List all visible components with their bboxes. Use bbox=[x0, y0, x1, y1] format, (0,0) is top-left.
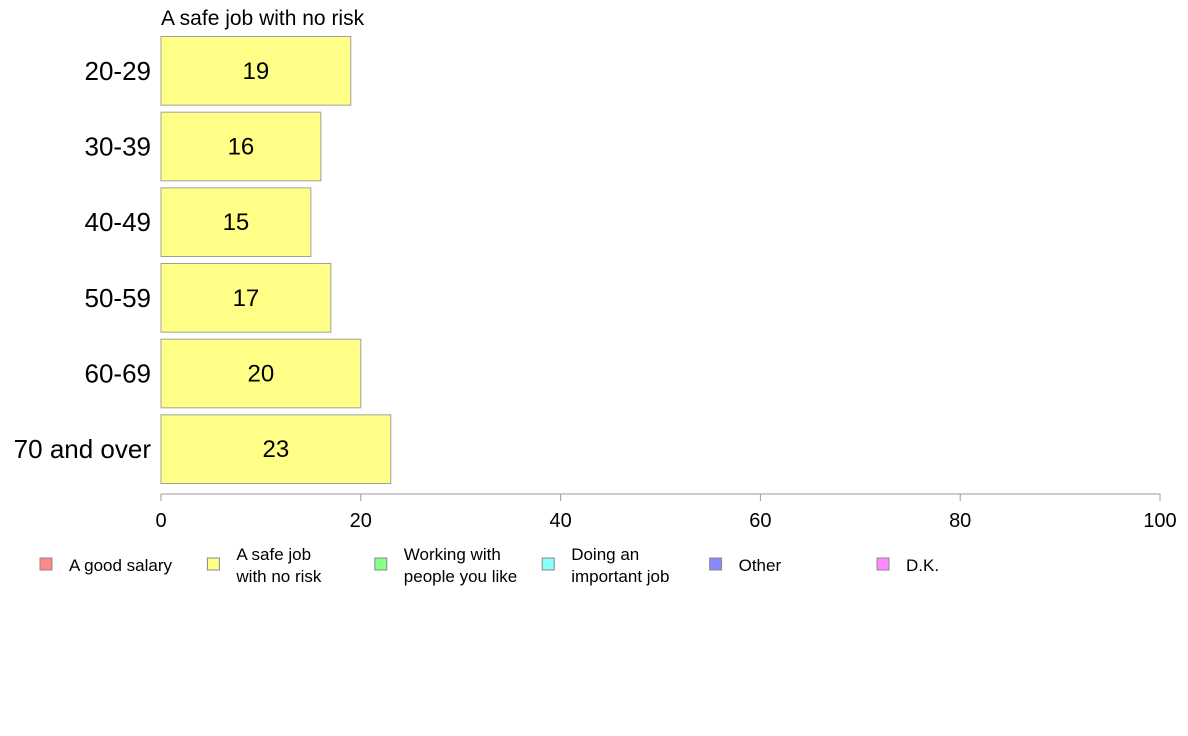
category-label: 30-39 bbox=[85, 132, 152, 162]
bar-value-label: 20 bbox=[248, 361, 275, 388]
legend-swatch bbox=[374, 557, 388, 571]
bar-20-29 bbox=[160, 36, 352, 106]
legend-swatch bbox=[39, 557, 53, 571]
legend-swatch bbox=[709, 557, 723, 571]
bar-value-label: 23 bbox=[263, 436, 290, 463]
x-tick-label: 20 bbox=[350, 510, 372, 532]
bar-value-label: 15 bbox=[223, 209, 250, 236]
bar-40-49 bbox=[160, 187, 312, 257]
x-tick-label: 60 bbox=[749, 510, 771, 532]
x-tick-label: 0 bbox=[155, 510, 166, 532]
category-label: 70 and over bbox=[14, 434, 152, 464]
legend-label: Working with bbox=[404, 545, 501, 564]
legend-label: A safe job bbox=[236, 545, 311, 564]
legend-swatch bbox=[876, 557, 890, 571]
category-label: 40-49 bbox=[85, 207, 152, 237]
bar-50-59 bbox=[160, 263, 332, 333]
legend-label: important job bbox=[571, 567, 669, 586]
x-axis: 0 20 40 60 80 100 bbox=[155, 493, 1177, 532]
category-label: 20-29 bbox=[85, 56, 152, 86]
chart-title: A safe job with no risk bbox=[161, 7, 365, 30]
legend-label: D.K. bbox=[906, 556, 939, 575]
bar-value-label: 19 bbox=[243, 58, 270, 85]
legend: A good salary A safe job with no risk Worki… bbox=[39, 545, 939, 586]
legend-label: with no risk bbox=[235, 567, 322, 586]
bar-value-label: 17 bbox=[233, 285, 260, 312]
legend-label: A good salary bbox=[69, 556, 173, 575]
category-label: 60-69 bbox=[85, 359, 152, 389]
x-tick-label: 80 bbox=[949, 510, 971, 532]
legend-label: Doing an bbox=[571, 545, 639, 564]
bars-group: 19 20-29 16 30-39 15 40-49 17 50-59 20 60-69 23 70 … bbox=[14, 36, 392, 485]
legend-label: people you like bbox=[404, 567, 517, 586]
x-tick-label: 40 bbox=[549, 510, 571, 532]
bar-30-39 bbox=[160, 111, 322, 182]
x-tick-label: 100 bbox=[1143, 510, 1176, 532]
bar-70-and-over bbox=[160, 414, 392, 485]
category-label: 50-59 bbox=[85, 283, 152, 313]
legend-swatch bbox=[541, 557, 555, 571]
legend-label: Other bbox=[739, 556, 782, 575]
legend-swatch bbox=[206, 557, 220, 571]
bar-value-label: 16 bbox=[228, 134, 255, 161]
bar-60-69 bbox=[160, 338, 362, 409]
